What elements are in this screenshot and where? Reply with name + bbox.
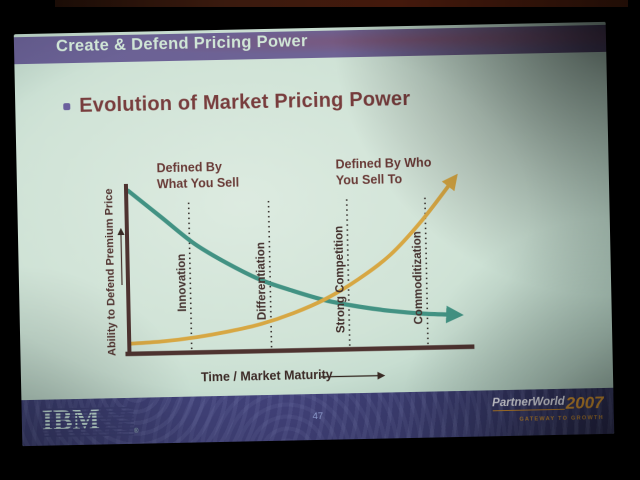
- stage-dotted-line: [187, 202, 193, 351]
- room-wall-strip: [55, 0, 628, 7]
- x-axis-label: Time / Market Maturity: [200, 367, 333, 385]
- y-axis-arrow-icon: [117, 227, 125, 286]
- stage-label: Differentiation: [255, 242, 269, 320]
- stage-dotted-line: [267, 200, 273, 349]
- y-axis-line: [123, 183, 132, 356]
- stage-label: Innovation: [176, 254, 189, 312]
- registered-mark: ®: [134, 428, 139, 435]
- stage-label: Strong Competition: [333, 226, 347, 334]
- partnerworld-logo: PartnerWorld2007 GATEWAY TO GROWTH: [491, 391, 604, 423]
- partnerworld-tagline: GATEWAY TO GROWTH: [519, 414, 604, 423]
- x-axis-line: [125, 344, 475, 357]
- partnerworld-year: 2007: [565, 392, 604, 413]
- partnerworld-name: PartnerWorld: [491, 395, 565, 412]
- stage-label: Commoditization: [412, 231, 426, 325]
- projected-slide: Create & Defend Pricing Power Evolution …: [13, 21, 615, 447]
